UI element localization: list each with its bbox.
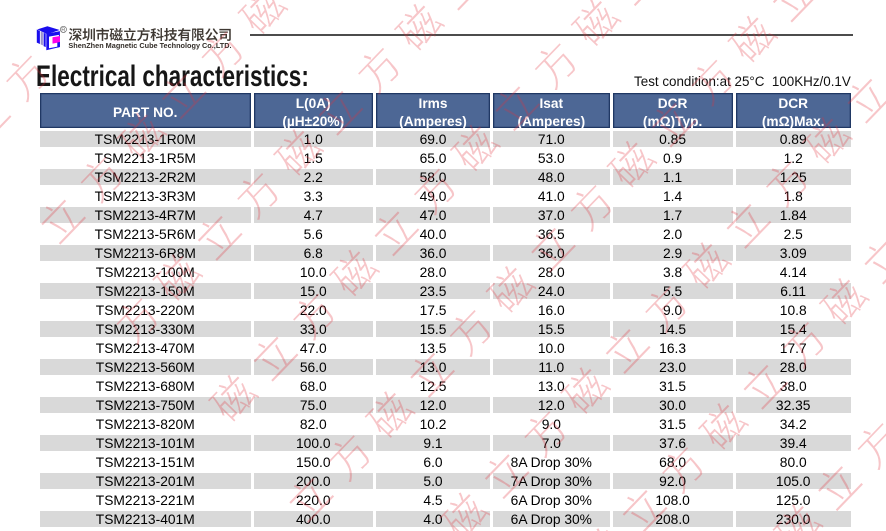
svg-text:R: R — [61, 28, 65, 34]
